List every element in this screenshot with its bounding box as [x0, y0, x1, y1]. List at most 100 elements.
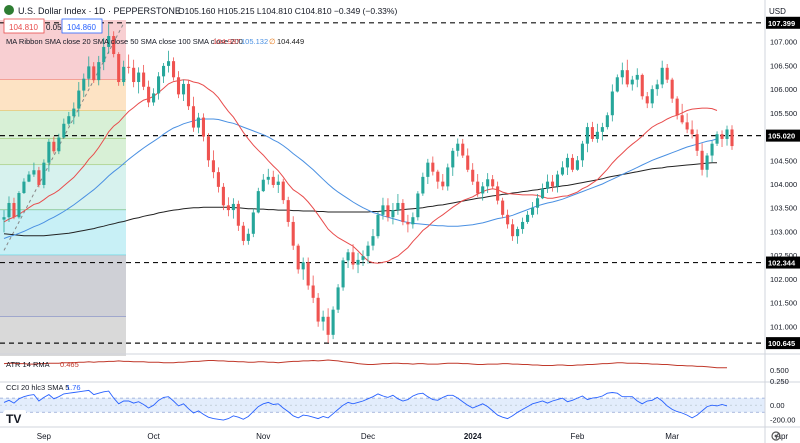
candle-body — [466, 155, 470, 170]
candle-body — [256, 191, 260, 213]
bid-box[interactable] — [3, 18, 45, 34]
price-tick-label: 102.500 — [770, 251, 797, 260]
candle-body — [261, 179, 265, 192]
candle-body — [32, 170, 36, 175]
time-axis-label: Nov — [256, 432, 270, 441]
candle-body — [137, 72, 141, 83]
candle-body — [675, 98, 679, 116]
candle-body — [685, 122, 689, 130]
price-tick-label: 106.000 — [770, 85, 797, 94]
tradingview-logo[interactable]: TV — [4, 410, 26, 426]
candle-body — [311, 285, 315, 298]
settings-gear-icon[interactable] — [771, 431, 781, 441]
cci-pane — [0, 389, 765, 421]
ask-box[interactable] — [61, 18, 103, 34]
time-axis-label: 2024 — [464, 432, 482, 441]
price-tick-label: 104.500 — [770, 156, 797, 165]
candle-body — [516, 229, 520, 237]
price-tick-label: 105.500 — [770, 109, 797, 118]
time-axis-label: Mar — [665, 432, 679, 441]
fib-zone — [0, 138, 126, 166]
atr-label[interactable]: ATR 14 RMA — [6, 360, 50, 369]
candle-body — [511, 224, 515, 237]
fib-zone-bottom — [0, 316, 126, 356]
candle-body — [356, 259, 360, 265]
ask-price: 104.860 — [67, 23, 96, 32]
candle-body — [526, 214, 530, 222]
candle-body — [660, 67, 664, 85]
candle-body — [37, 170, 41, 185]
candle-body — [186, 83, 191, 107]
candle-body — [670, 79, 674, 99]
candle-body — [391, 210, 395, 218]
candle-body — [7, 202, 11, 218]
cci-label[interactable]: CCI 20 hlc3 SMA 5 — [6, 383, 69, 392]
candle-body — [486, 179, 490, 187]
candle-body — [142, 72, 146, 87]
ma20-line — [3, 79, 718, 264]
candlesticks — [2, 24, 734, 343]
candle-body — [112, 36, 116, 55]
candle-body — [436, 171, 440, 182]
candle-body — [107, 36, 111, 47]
symbol-title[interactable]: U.S. Dollar Index · 1D · PEPPERSTONE — [18, 6, 181, 16]
candle-body — [196, 117, 201, 128]
candle-body — [216, 172, 220, 187]
ohlc-readout: O105.160 H105.215 L104.810 C104.810 −0.3… — [178, 6, 397, 16]
ma-ribbon-label[interactable]: MA Ribbon SMA close 20 SMA close 50 SMA … — [6, 37, 243, 46]
price-tick-label: 103.500 — [770, 204, 797, 213]
candle-body — [635, 74, 639, 80]
candle-body — [152, 93, 156, 103]
candle-body — [241, 225, 245, 241]
cci-tick-label: -200.00 — [770, 415, 795, 424]
candle-body — [476, 181, 480, 194]
cci-band — [0, 398, 765, 413]
candle-body — [610, 91, 614, 116]
candle-body — [301, 262, 305, 270]
candle-body — [471, 169, 475, 182]
candle-body — [540, 188, 545, 199]
candle-body — [680, 115, 684, 123]
candle-body — [27, 174, 31, 182]
price-tick-label: 101.500 — [770, 299, 797, 308]
candle-body — [236, 203, 240, 226]
spread-value: 0.050 — [46, 23, 67, 32]
candle-body — [246, 233, 250, 241]
candle-body — [147, 86, 151, 103]
candle-body — [545, 181, 550, 189]
fib-retracement-zones[interactable] — [0, 20, 126, 356]
candle-body — [231, 203, 235, 211]
candle-body — [441, 181, 445, 187]
ma100-value: ∅ — [269, 37, 276, 46]
candle-body — [535, 198, 540, 208]
time-axis-label: Apr — [776, 432, 789, 441]
candle-body — [171, 61, 176, 78]
price-tick-label: 103.000 — [770, 227, 797, 236]
candle-body — [346, 252, 350, 261]
candle-body — [695, 134, 699, 151]
candle-body — [2, 217, 6, 220]
candle-body — [316, 297, 320, 322]
candle-body — [371, 236, 375, 246]
candle-body — [550, 181, 555, 187]
candle-body — [645, 96, 649, 104]
candle-body — [176, 77, 181, 95]
candle-body — [426, 162, 430, 177]
currency-label[interactable]: USD — [769, 7, 786, 16]
candle-body — [127, 66, 131, 68]
candle-body — [595, 131, 599, 139]
candle-body — [386, 205, 390, 218]
time-axis-label: Oct — [147, 432, 160, 441]
candle-body — [341, 260, 345, 288]
candle-body — [620, 70, 624, 78]
candle-body — [431, 162, 435, 172]
candle-body — [321, 316, 325, 322]
price-tick-label: 106.500 — [770, 61, 797, 70]
candle-body — [97, 62, 101, 81]
candle-body — [157, 76, 161, 94]
candle-body — [181, 83, 186, 95]
price-tick-label: 107.000 — [770, 38, 797, 47]
candle-body — [351, 252, 355, 265]
price-tick-label: 104.000 — [770, 180, 797, 189]
